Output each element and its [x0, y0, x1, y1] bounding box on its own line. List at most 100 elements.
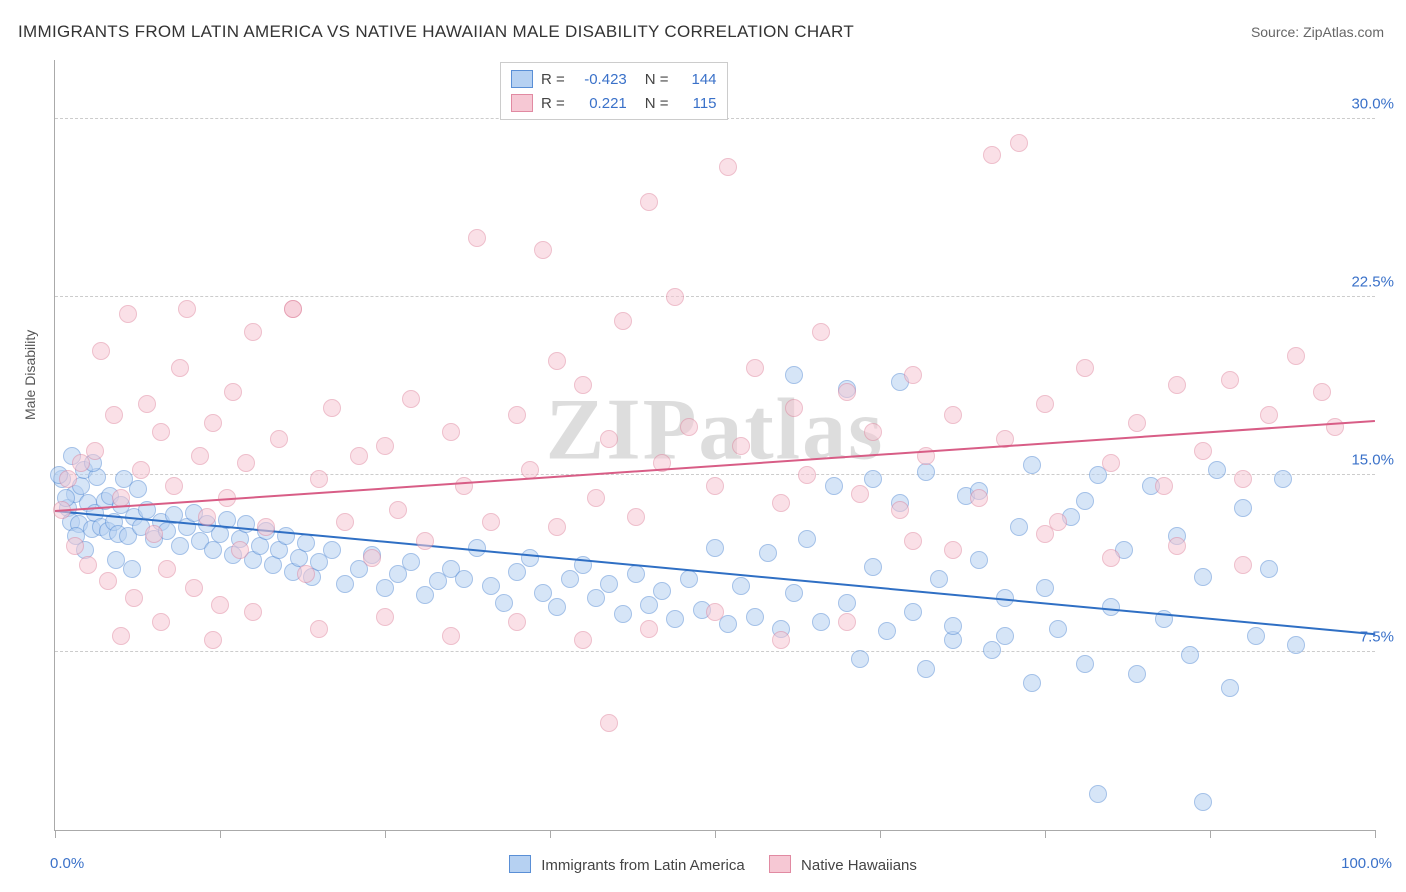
data-point	[904, 603, 922, 621]
data-point	[310, 620, 328, 638]
r-label: R =	[541, 71, 565, 88]
data-point	[680, 418, 698, 436]
series-legend: Immigrants from Latin America Native Haw…	[0, 855, 1406, 874]
data-point	[224, 383, 242, 401]
data-point	[878, 622, 896, 640]
swatch-icon	[511, 94, 533, 112]
x-tick	[385, 830, 386, 838]
data-point	[798, 530, 816, 548]
data-point	[970, 551, 988, 569]
data-point	[851, 650, 869, 668]
data-point	[587, 489, 605, 507]
data-point	[1023, 674, 1041, 692]
n-label: N =	[645, 95, 669, 112]
data-point	[653, 582, 671, 600]
data-point	[59, 470, 77, 488]
data-point	[376, 608, 394, 626]
data-point	[270, 430, 288, 448]
r-value: -0.423	[573, 71, 627, 88]
data-point	[798, 466, 816, 484]
data-point	[1102, 549, 1120, 567]
data-point	[442, 627, 460, 645]
data-point	[627, 508, 645, 526]
data-point	[495, 594, 513, 612]
gridline	[55, 296, 1375, 297]
r-value: 0.221	[573, 95, 627, 112]
data-point	[105, 406, 123, 424]
data-point	[864, 558, 882, 576]
n-value: 144	[677, 71, 717, 88]
data-point	[244, 603, 262, 621]
data-point	[944, 617, 962, 635]
data-point	[323, 541, 341, 559]
data-point	[1221, 679, 1239, 697]
data-point	[996, 627, 1014, 645]
chart-title: IMMIGRANTS FROM LATIN AMERICA VS NATIVE …	[18, 22, 854, 42]
data-point	[1194, 793, 1212, 811]
data-point	[614, 312, 632, 330]
data-point	[1076, 492, 1094, 510]
data-point	[350, 447, 368, 465]
data-point	[983, 641, 1001, 659]
data-point	[389, 501, 407, 519]
data-point	[1010, 518, 1028, 536]
data-point	[759, 544, 777, 562]
data-point	[1221, 371, 1239, 389]
data-point	[640, 620, 658, 638]
data-point	[1326, 418, 1344, 436]
data-point	[825, 477, 843, 495]
data-point	[640, 193, 658, 211]
data-point	[204, 414, 222, 432]
data-point	[237, 454, 255, 472]
data-point	[614, 605, 632, 623]
data-point	[574, 376, 592, 394]
gridline	[55, 474, 1375, 475]
data-point	[1260, 406, 1278, 424]
data-point	[145, 525, 163, 543]
data-point	[917, 463, 935, 481]
swatch-icon	[769, 855, 791, 873]
x-tick	[1045, 830, 1046, 838]
data-point	[138, 395, 156, 413]
data-point	[158, 560, 176, 578]
data-point	[864, 470, 882, 488]
data-point	[1128, 414, 1146, 432]
data-point	[521, 549, 539, 567]
data-point	[132, 461, 150, 479]
data-point	[455, 570, 473, 588]
data-point	[838, 383, 856, 401]
data-point	[1313, 383, 1331, 401]
x-axis-max-label: 100.0%	[1341, 855, 1392, 872]
data-point	[904, 532, 922, 550]
data-point	[376, 579, 394, 597]
data-point	[482, 513, 500, 531]
data-point	[198, 508, 216, 526]
data-point	[402, 390, 420, 408]
data-point	[86, 442, 104, 460]
data-point	[1168, 537, 1186, 555]
data-point	[1168, 376, 1186, 394]
data-point	[508, 613, 526, 631]
data-point	[178, 300, 196, 318]
data-point	[297, 565, 315, 583]
data-point	[666, 288, 684, 306]
swatch-icon	[511, 70, 533, 88]
data-point	[257, 518, 275, 536]
data-point	[152, 613, 170, 631]
data-point	[1010, 134, 1028, 152]
data-point	[1287, 347, 1305, 365]
data-point	[627, 565, 645, 583]
data-point	[66, 537, 84, 555]
x-tick	[550, 830, 551, 838]
data-point	[864, 423, 882, 441]
data-point	[1234, 556, 1252, 574]
data-point	[785, 399, 803, 417]
data-point	[785, 366, 803, 384]
data-point	[277, 527, 295, 545]
data-point	[204, 631, 222, 649]
data-point	[983, 146, 1001, 164]
data-point	[1260, 560, 1278, 578]
data-point	[1194, 442, 1212, 460]
legend-label: Native Hawaiians	[801, 857, 917, 874]
data-point	[548, 518, 566, 536]
